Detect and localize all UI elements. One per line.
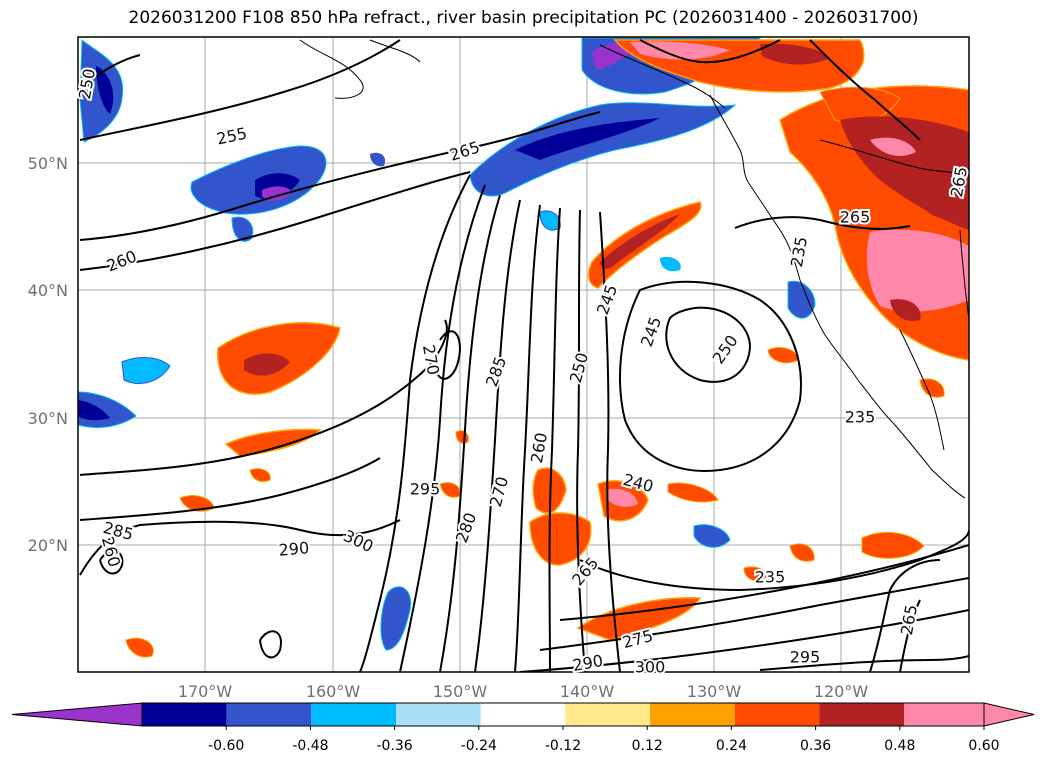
colorbar-tick-label: -0.36 [376, 738, 412, 754]
colorbar-tick-label: 0.12 [632, 738, 663, 754]
colorbar-swatch [734, 703, 820, 726]
colorbar-swatch [311, 703, 396, 726]
lat-label-20n: 20°N [28, 536, 68, 555]
colorbar-swatch [565, 703, 650, 726]
positive-anomaly-shading [125, 39, 969, 658]
colorbar-swatch [226, 703, 312, 726]
lon-label-130w: 130°W [687, 682, 742, 701]
map-title: 2026031200 F108 850 hPa refract., river … [128, 8, 919, 28]
colorbar-tick-label: 0.36 [800, 738, 831, 754]
colorbar-tick-label: 0.24 [716, 738, 747, 754]
colorbar-swatch [904, 703, 984, 726]
colorbar-swatch [650, 703, 735, 726]
lon-label-120w: 120°W [814, 682, 869, 701]
lat-label-40n: 40°N [28, 281, 68, 300]
colorbar-tick-label: 0.48 [884, 738, 915, 754]
colorbar-swatch [142, 703, 227, 726]
colorbar-tick-label: -0.60 [208, 738, 244, 754]
contour-label: 300 [635, 658, 666, 677]
colorbar-swatch [480, 703, 566, 726]
contour-label: 235 [787, 235, 811, 268]
refractivity-contours [79, 39, 969, 672]
lon-label-170w: 170°W [178, 682, 233, 701]
colorbar-swatch [396, 703, 481, 726]
colorbar-tick-label: -0.48 [292, 738, 328, 754]
contour-label: 290 [278, 538, 310, 560]
lon-label-150w: 150°W [433, 682, 488, 701]
colorbar-tick-label: -0.12 [545, 738, 581, 754]
lon-label-160w: 160°W [306, 682, 361, 701]
colorbar-extend-right [983, 702, 1035, 727]
contour-label: 235 [755, 568, 786, 587]
colorbar-tick-label: -0.24 [461, 738, 497, 754]
contour-label: 295 [410, 480, 441, 499]
colorbar-swatch [819, 703, 904, 726]
contour-label: 265 [840, 208, 871, 227]
contour-label: 235 [845, 408, 876, 427]
colorbar-tick-label: 0.60 [968, 738, 999, 754]
coastlines [299, 39, 969, 499]
lat-label-30n: 30°N [28, 409, 68, 428]
lon-label-140w: 140°W [560, 682, 615, 701]
contour-label: 295 [790, 648, 821, 667]
colorbar-extend-left [11, 702, 143, 727]
lat-label-50n: 50°N [28, 154, 68, 173]
